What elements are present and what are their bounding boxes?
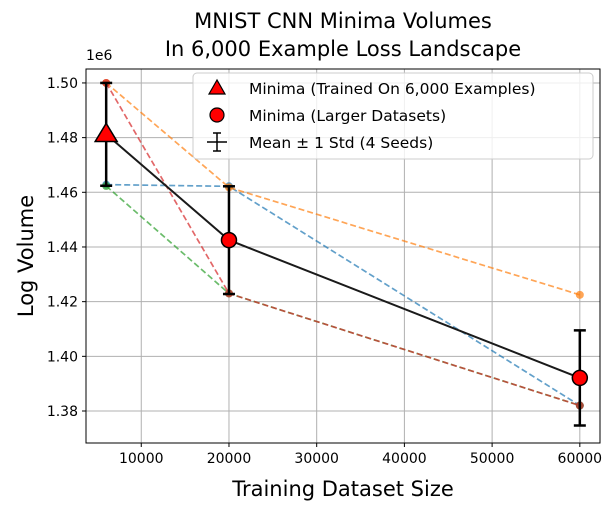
y-tick-label: 1.40 (47, 349, 78, 365)
y-axis-label: Log Volume (14, 195, 38, 317)
y-tick-label: 1.42 (47, 295, 78, 311)
x-tick-label: 60000 (558, 451, 603, 467)
legend-errorbar-marker (207, 132, 227, 152)
y-offset-label: 1e6 (86, 48, 113, 64)
legend-label-mean: Mean ± 1 Std (4 Seeds) (249, 134, 433, 152)
x-axis-label: Training Dataset Size (231, 477, 454, 501)
mean-marker-larger (220, 231, 238, 249)
legend-label-trained: Minima (Trained On 6,000 Examples) (249, 80, 536, 98)
chart-title-line-2: In 6,000 Example Loss Landscape (165, 37, 521, 61)
mean-series (93, 81, 589, 427)
seed-3-line (105, 185, 581, 407)
seed-2-point (575, 290, 584, 299)
chart-title-line-1: MNIST CNN Minima Volumes (194, 9, 492, 33)
y-tick-label: 1.50 (47, 76, 78, 92)
plot-frame (85, 68, 601, 444)
mean-marker-larger (571, 369, 589, 387)
y-tick-label: 1.44 (47, 240, 78, 256)
legend-label-larger: Minima (Larger Datasets) (249, 107, 446, 125)
seed-1-line (106, 183, 581, 407)
y-tick-label: 1.46 (47, 185, 78, 201)
mean-line (105, 133, 581, 379)
tick-labels: 10000 20000 30000 40000 50000 60000 1.38 1.40 1.… (47, 76, 602, 467)
seed-2-line (105, 82, 581, 296)
y-tick-label: 1.38 (47, 404, 78, 420)
legend-circle-marker (209, 107, 225, 123)
x-tick-label: 30000 (294, 451, 339, 467)
legend-box (192, 72, 594, 160)
legend-triangle-marker (207, 78, 227, 95)
x-tick-label: 50000 (470, 451, 515, 467)
x-tick-label: 40000 (382, 451, 427, 467)
x-tick-label: 20000 (207, 451, 252, 467)
legend: Minima (Trained On 6,000 Examples) Minim… (192, 72, 594, 160)
mean-marker-trained (93, 121, 119, 143)
x-tick-label: 10000 (119, 451, 164, 467)
y-tick-label: 1.48 (47, 131, 78, 147)
